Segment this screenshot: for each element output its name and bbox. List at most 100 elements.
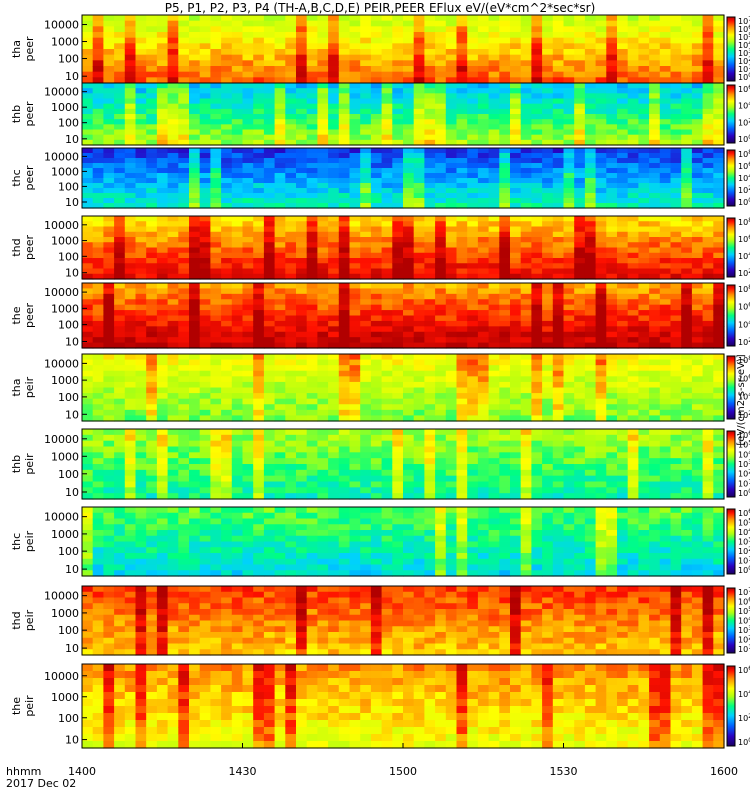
heatmap-cell	[296, 370, 308, 377]
heatmap-cell	[189, 464, 201, 471]
heatmap-cell	[488, 393, 500, 400]
heatmap-cell	[221, 231, 233, 238]
heatmap-cell	[92, 83, 104, 89]
heatmap-cell	[199, 71, 211, 78]
heatmap-cell	[713, 288, 725, 295]
heatmap-cell	[82, 153, 94, 159]
heatmap-cell	[606, 398, 618, 405]
heatmap-cell	[445, 183, 458, 189]
heatmap-cell	[338, 237, 351, 243]
heatmap-cell	[670, 299, 682, 306]
heatmap-cell	[210, 469, 222, 477]
heatmap-cell	[189, 415, 201, 422]
heatmap-cell	[574, 60, 586, 67]
heatmap-cell	[638, 188, 650, 194]
heatmap-cell	[360, 148, 372, 154]
heatmap-cell	[370, 88, 383, 94]
heatmap-cell	[670, 168, 682, 174]
heatmap-cell	[82, 415, 94, 422]
heatmap-cell	[574, 354, 586, 361]
heatmap-cell	[477, 258, 490, 264]
heatmap-cell	[306, 320, 318, 327]
heatmap-cell	[82, 37, 94, 44]
heatmap-cell	[552, 342, 565, 349]
heatmap-cell	[114, 247, 126, 254]
heatmap-cell	[82, 258, 94, 264]
heatmap-cell	[531, 124, 543, 131]
heatmap-cell	[445, 304, 458, 311]
heatmap-cell	[713, 93, 725, 100]
heatmap-cell	[146, 404, 158, 411]
heatmap-cell	[263, 458, 276, 465]
heatmap-cell	[167, 320, 179, 327]
heatmap-cell	[328, 54, 340, 61]
heatmap-cell	[210, 129, 222, 136]
heatmap-cell	[156, 315, 169, 322]
heatmap-cell	[349, 158, 361, 164]
heatmap-cell	[606, 119, 618, 125]
heatmap-cell	[82, 163, 94, 169]
heatmap-cell	[552, 124, 565, 131]
heatmap-cell	[563, 139, 575, 146]
heatmap-cell	[242, 193, 254, 199]
heatmap-cell	[552, 288, 565, 295]
heatmap-cell	[520, 452, 532, 459]
heatmap-cell	[146, 66, 158, 73]
heatmap-cell	[338, 393, 351, 400]
heatmap-cell	[135, 481, 147, 488]
heatmap-cell	[413, 381, 425, 389]
heatmap-cell	[221, 415, 233, 422]
heatmap-cell	[445, 429, 458, 436]
heatmap-cell	[435, 20, 447, 27]
heatmap-cell	[510, 71, 522, 78]
heatmap-cell	[627, 134, 639, 141]
heatmap-cell	[681, 304, 693, 311]
heatmap-cell	[606, 337, 618, 344]
heatmap-cell	[403, 15, 415, 22]
heatmap-cell	[338, 354, 351, 361]
heatmap-cell	[424, 139, 436, 146]
heatmap-cell	[627, 88, 639, 94]
heatmap-cell	[659, 415, 672, 422]
heatmap-cell	[542, 203, 554, 209]
heatmap-cell	[296, 242, 308, 249]
heatmap-cell	[392, 273, 404, 280]
heatmap-cell	[263, 114, 276, 120]
heatmap-cell	[488, 493, 500, 500]
heatmap-cell	[574, 83, 586, 89]
heatmap-cell	[135, 376, 147, 383]
heatmap-cell	[681, 252, 693, 259]
heatmap-cell	[552, 387, 565, 394]
heatmap-cell	[713, 119, 725, 125]
heatmap-cell	[210, 198, 222, 204]
heatmap-cell	[467, 398, 479, 405]
heatmap-cell	[702, 183, 714, 189]
heatmap-cell	[435, 148, 447, 154]
heatmap-cell	[285, 258, 297, 264]
heatmap-cell	[156, 331, 169, 338]
heatmap-cell	[392, 337, 404, 344]
heatmap-cell	[595, 158, 607, 164]
heatmap-cell	[82, 43, 94, 50]
heatmap-cell	[606, 273, 618, 280]
heatmap-cell	[713, 320, 725, 327]
heatmap-cell	[456, 153, 468, 159]
heatmap-cell	[178, 193, 190, 199]
heatmap-cell	[552, 440, 565, 448]
heatmap-cell	[542, 320, 554, 327]
heatmap-cell	[146, 60, 158, 67]
heatmap-cell	[649, 365, 661, 372]
heatmap-cell	[542, 139, 554, 146]
heatmap-cell	[413, 168, 425, 174]
heatmap-cell	[584, 415, 597, 422]
heatmap-cell	[156, 88, 169, 94]
heatmap-cell	[360, 440, 372, 448]
heatmap-cell	[370, 376, 383, 383]
heatmap-cell	[595, 93, 607, 100]
heatmap-cell	[499, 464, 511, 471]
heatmap-cell	[456, 315, 468, 322]
heatmap-cell	[135, 20, 147, 27]
heatmap-cell	[263, 173, 276, 179]
heatmap-cell	[456, 37, 468, 44]
heatmap-cell	[531, 188, 543, 194]
